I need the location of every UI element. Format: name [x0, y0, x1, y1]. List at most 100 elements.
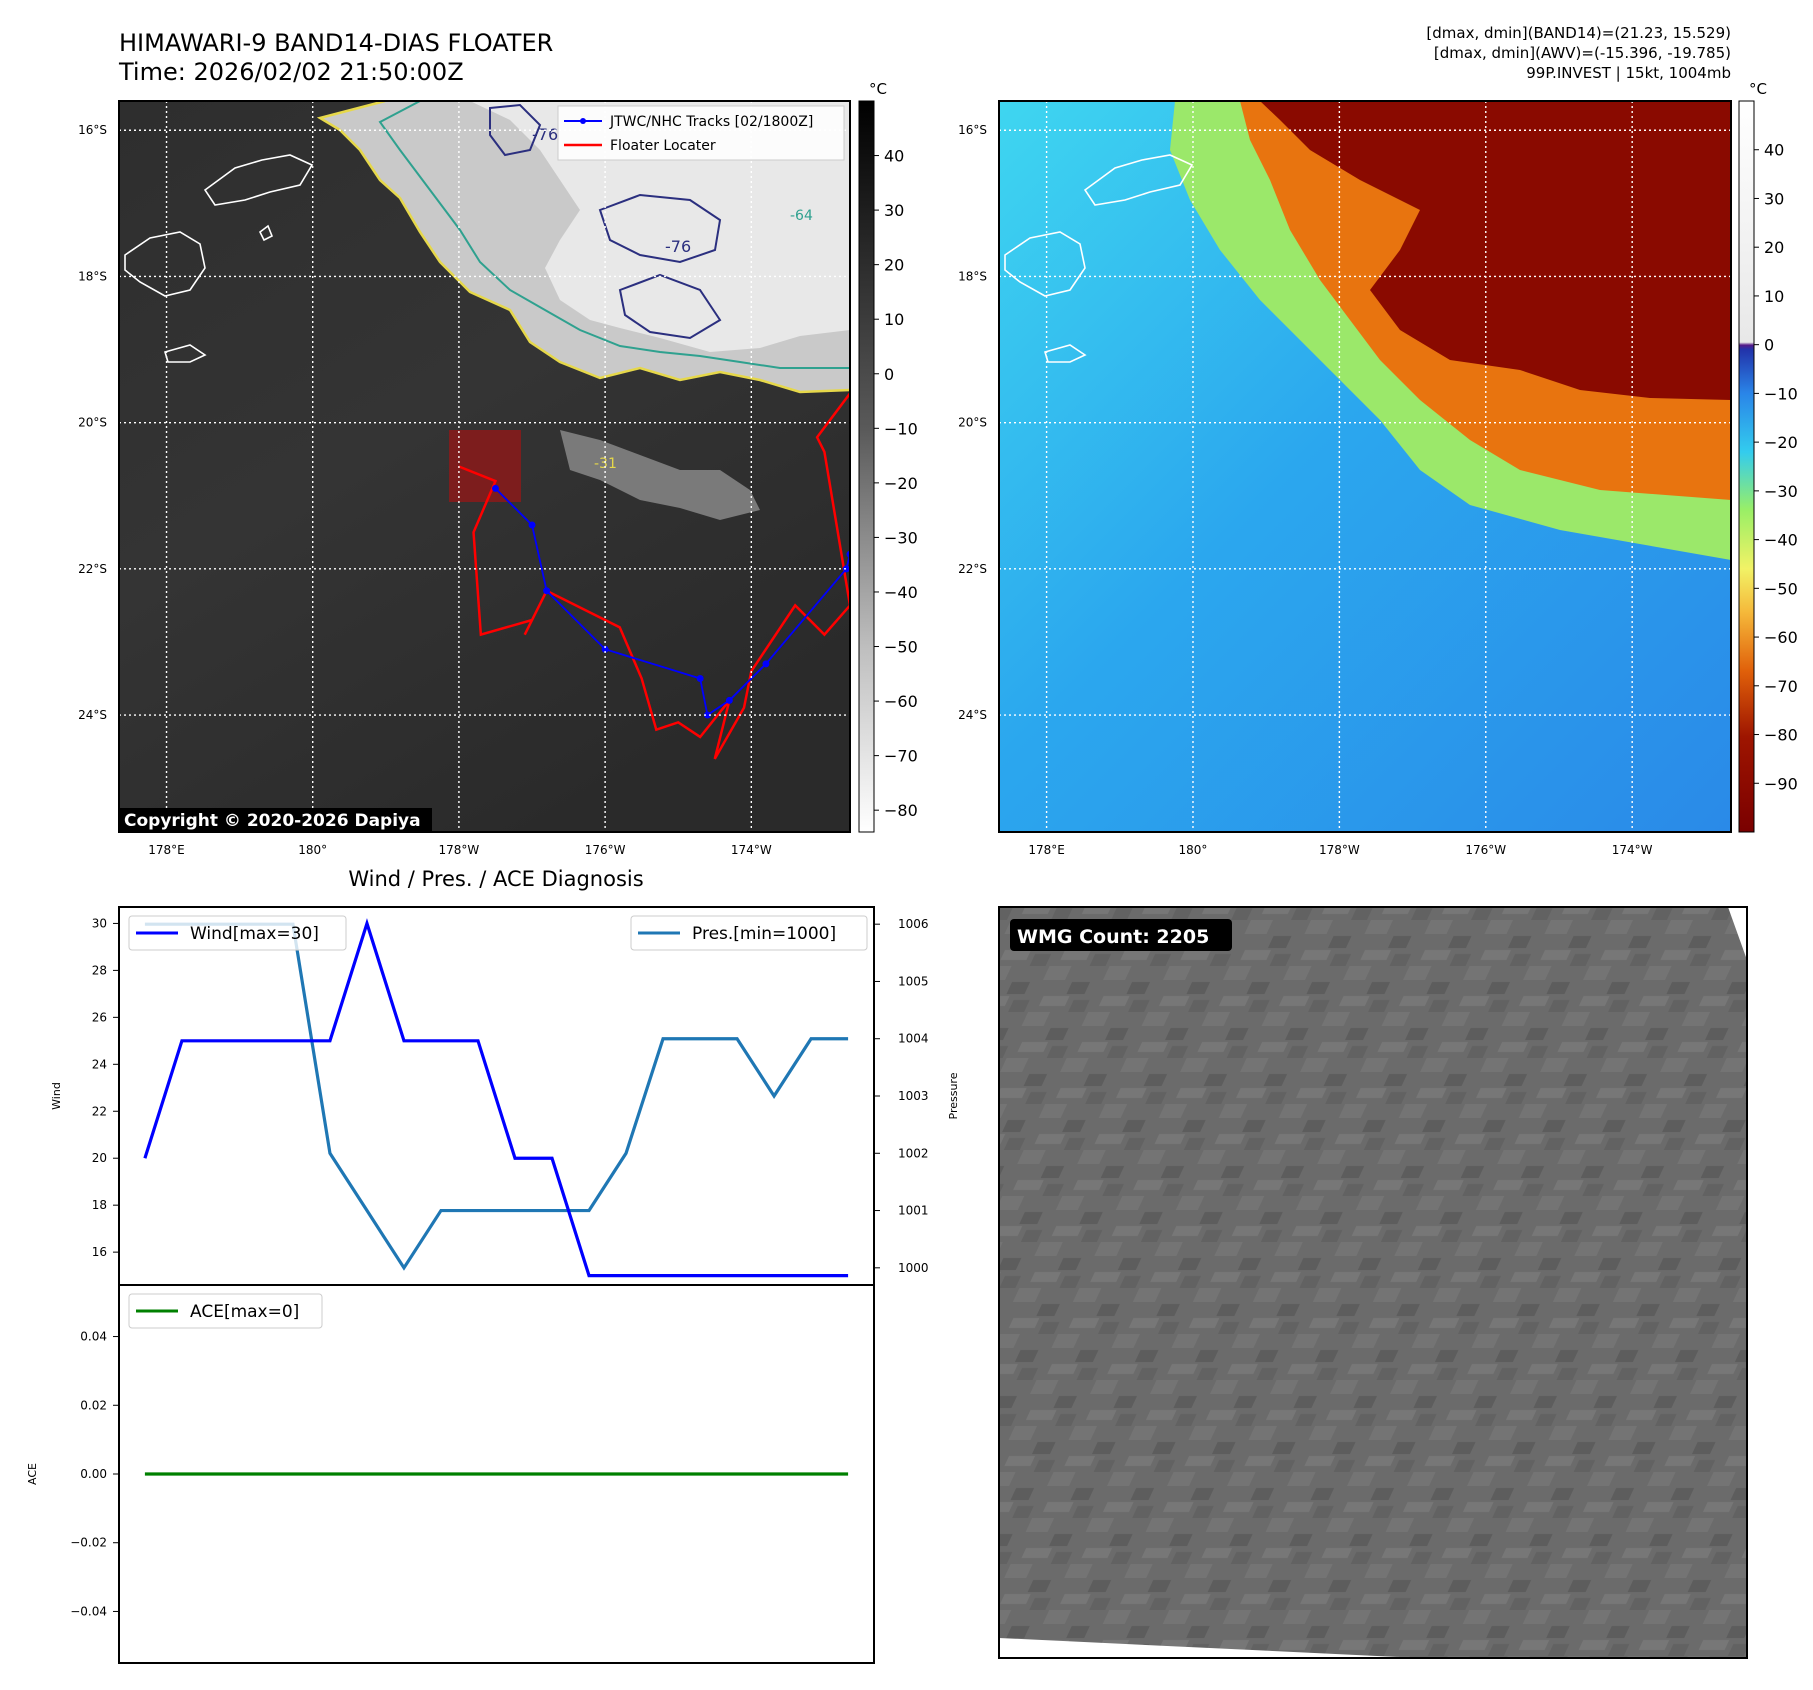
- ir-map-frame: [118, 100, 851, 833]
- contour-label-4: -31: [594, 456, 617, 472]
- wv-lat-tick-label: 20°S: [958, 416, 987, 430]
- cloud-rainband: [560, 430, 760, 520]
- ir-colorbar-tick-label: 30: [884, 201, 904, 220]
- wv-colorbar-tick-label: −40: [1764, 531, 1798, 550]
- ace-tick-label: 0.02: [80, 1398, 107, 1412]
- wv-colorbar-tick-label: −10: [1764, 384, 1798, 403]
- wmg-count-label: WMG Count: 2205: [1017, 926, 1209, 948]
- ir-colorbar-tick-label: 10: [884, 310, 904, 329]
- ir-lat-tick-label: 22°S: [78, 562, 107, 576]
- contour-label-3: -76: [665, 237, 691, 256]
- jtwc-track-point: [703, 711, 711, 719]
- ir-colorbar-tick-label: −50: [884, 638, 918, 657]
- wv-colorbar-tick-label: −60: [1764, 628, 1798, 647]
- wind-tick-label: 22: [92, 1104, 107, 1118]
- island-outline: [124, 154, 314, 363]
- wv-colorbar-tick-label: 10: [1764, 287, 1784, 306]
- navy-contour: [489, 103, 722, 340]
- wv-map-panel: 178°E 180° 178°W 176°W 174°W 16°S 18°S 20°S 22°S…: [958, 100, 1732, 857]
- floater-locator-line: [458, 392, 850, 760]
- ir-colorbar-tick-label: 20: [884, 256, 904, 275]
- contour-label-2: -64: [790, 208, 813, 224]
- jtwc-track-line: [494, 487, 850, 717]
- cloud-core: [470, 101, 850, 352]
- pressure-legend-label: Pres.[min=1000]: [692, 924, 836, 944]
- teal-contour: [378, 101, 850, 369]
- wind-tick-label: 24: [92, 1057, 107, 1071]
- wind-tick-label: 30: [92, 916, 107, 930]
- copyright-label: Copyright © 2020-2026 Dapiya: [124, 811, 421, 831]
- ir-lat-tick-label: 20°S: [78, 416, 107, 430]
- pressure-legend: Pres.[min=1000]: [630, 915, 868, 951]
- ir-lat-tick-label: 24°S: [78, 708, 107, 722]
- jtwc-track-point: [601, 645, 609, 653]
- ir-colorbar-tick-label: 40: [884, 147, 904, 166]
- ace-chart: 0.04 0.02 0.00 −0.02 −0.04 ACE ACE[max=0]: [26, 1284, 875, 1664]
- wv-colorbar-unit: °C: [1749, 80, 1767, 98]
- wv-lat-tick-label: 24°S: [958, 708, 987, 722]
- info-line-2: [dmax, dmin](AWV)=(-15.396, -19.785): [1434, 44, 1731, 62]
- ir-lat-tick-label: 18°S: [78, 269, 107, 283]
- info-line-3: 99P.INVEST | 15kt, 1004mb: [1526, 64, 1731, 82]
- wv-colorbar-tick-label: −50: [1764, 579, 1798, 598]
- jtwc-track-point: [762, 660, 770, 668]
- wv-lat-tick-label: 22°S: [958, 562, 987, 576]
- wv-colorbar-tick-label: −30: [1764, 482, 1798, 501]
- wind-tick-label: 18: [92, 1198, 107, 1212]
- wv-lat-tick-label: 16°S: [958, 123, 987, 137]
- wv-lat-tick-label: 18°S: [958, 269, 987, 283]
- contour-label-1: -76: [532, 125, 558, 144]
- ir-colorbar-tick-label: −60: [884, 692, 918, 711]
- map-legend: JTWC/NHC Tracks [02/1800Z] Floater Locat…: [557, 105, 845, 161]
- pressure-axis-label: Pressure: [947, 1072, 960, 1119]
- wv-lon-tick-label: 174°W: [1612, 843, 1653, 857]
- ir-lon-tick-label: 178°W: [439, 843, 480, 857]
- diagnosis-title: Wind / Pres. / ACE Diagnosis: [348, 867, 643, 891]
- wv-colorbar: °C 40 30 20 10 0 −10 −20 −30 −40 −50 −60 −70 −80 −90: [1738, 80, 1798, 833]
- ir-colorbar-tick-label: −70: [884, 747, 918, 766]
- legend-tracks-label: JTWC/NHC Tracks [02/1800Z]: [609, 114, 813, 130]
- ace-legend: ACE[max=0]: [128, 1293, 323, 1329]
- copyright-box: [119, 808, 432, 832]
- wind-tick-label: 26: [92, 1010, 107, 1024]
- pressure-tick-label: 1003: [898, 1089, 929, 1103]
- wv-lon-tick-label: 178°W: [1319, 843, 1360, 857]
- ir-colorbar-unit: °C: [869, 80, 887, 98]
- ace-tick-label: −0.04: [70, 1604, 107, 1618]
- wv-colorbar-tick-label: 0: [1764, 336, 1774, 355]
- ace-tick-label: 0.00: [80, 1467, 107, 1481]
- pressure-tick-label: 1000: [898, 1261, 929, 1275]
- pressure-tick-label: 1005: [898, 974, 929, 988]
- wmg-count-box: [1010, 919, 1232, 951]
- wmg-panel: WMG Count: 2205: [998, 906, 1748, 1659]
- ir-colorbar-tick-label: −10: [884, 419, 918, 438]
- ace-tick-label: 0.04: [80, 1330, 107, 1344]
- ir-colorbar-tick-label: −20: [884, 474, 918, 493]
- pressure-tick-label: 1006: [898, 917, 929, 931]
- wind-pressure-chart: 16 18 20 22 24 26 28 30 1000 1001 1002 1003 1004 100…: [50, 906, 960, 1286]
- island-outline: [1004, 154, 1194, 363]
- ir-lon-tick-label: 178°E: [148, 843, 185, 857]
- ace-axis-label: ACE: [26, 1463, 39, 1485]
- ir-colorbar: °C 40 30 20 10 0 −10 −20 −30 −40 −50 −60 −70 −80: [858, 80, 918, 833]
- wind-tick-label: 20: [92, 1151, 107, 1165]
- legend-locator-label: Floater Locater: [610, 138, 716, 154]
- wind-legend: Wind[max=30]: [128, 915, 347, 951]
- ir-lon-tick-label: 174°W: [731, 843, 772, 857]
- figure-time: Time: 2026/02/02 21:50:00Z: [118, 58, 464, 86]
- wv-lon-tick-label: 178°E: [1028, 843, 1065, 857]
- jtwc-track-point: [543, 587, 551, 595]
- ir-lon-tick-label: 180°: [298, 843, 327, 857]
- wmg-imagery: [999, 907, 1747, 1658]
- wind-legend-label: Wind[max=30]: [190, 924, 319, 944]
- wv-lon-tick-label: 176°W: [1465, 843, 1506, 857]
- ir-lon-tick-label: 176°W: [585, 843, 626, 857]
- ace-tick-label: −0.02: [70, 1536, 107, 1550]
- ir-map-panel: -76 -64 -76 -31 178°E 180° 178°W 176°W 174°W…: [78, 100, 851, 857]
- pressure-tick-label: 1004: [898, 1032, 929, 1046]
- jtwc-track-point: [696, 674, 704, 682]
- wind-series-line: [143, 918, 849, 1278]
- wind-tick-label: 16: [92, 1245, 107, 1259]
- wv-colorbar-tick-label: −70: [1764, 677, 1798, 696]
